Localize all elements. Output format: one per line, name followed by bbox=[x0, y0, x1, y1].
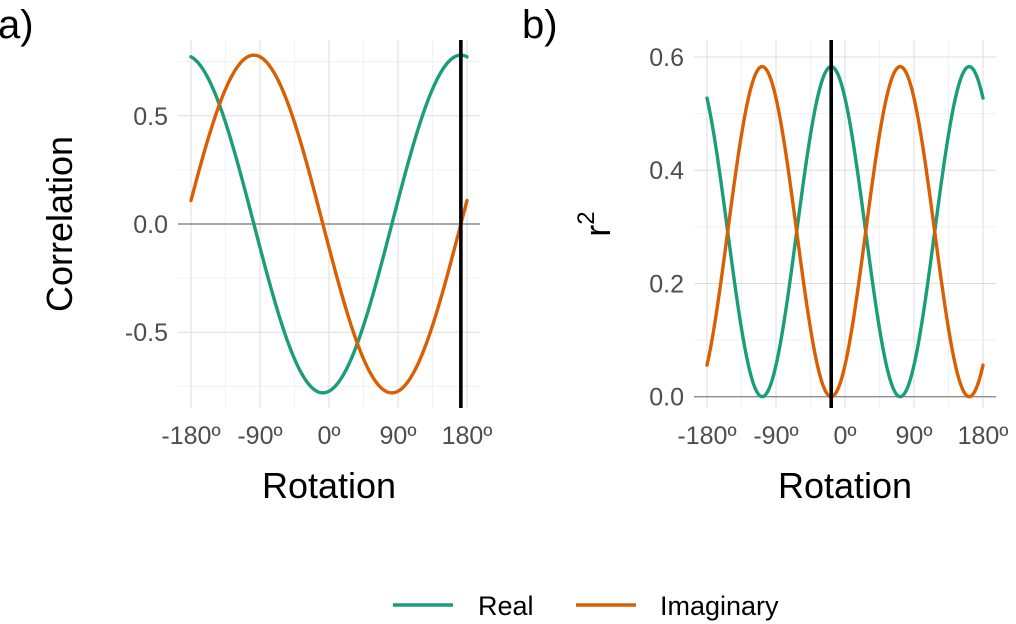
y-axis-title-text: Correlation bbox=[39, 136, 80, 312]
y-axis-title: r2 bbox=[573, 211, 618, 236]
y-axis-title-superscript: 2 bbox=[573, 211, 600, 224]
x-tick-label: 180º bbox=[442, 422, 493, 450]
x-axis-title: Rotation bbox=[778, 465, 912, 506]
x-tick-label: 90º bbox=[380, 422, 417, 450]
y-axis-title-text: r bbox=[577, 225, 618, 237]
legend-label-imaginary: Imaginary bbox=[660, 591, 779, 621]
x-tick-label: -180º bbox=[161, 422, 220, 450]
y-tick-label: 0.6 bbox=[649, 44, 684, 72]
panel-tag: b) bbox=[522, 3, 558, 47]
panel-b: 0.0 0.2 0.4 0.6 -180º -90º 0º 90º 180º Rotation r2… bbox=[522, 3, 1008, 506]
x-tick-label: 180º bbox=[958, 422, 1009, 450]
x-tick-label: 90º bbox=[896, 422, 933, 450]
series-line-real bbox=[705, 64, 985, 399]
x-tick-label: -90º bbox=[237, 422, 282, 450]
y-tick-label: 0.2 bbox=[649, 270, 684, 298]
y-axis-title: Correlation bbox=[39, 136, 80, 312]
x-tick-label: -180º bbox=[677, 422, 736, 450]
panel-a: -0.5 0.0 0.5 -180º -90º 0º 90º 180º Rotation Corr… bbox=[0, 3, 492, 506]
x-tick-label: 0º bbox=[833, 422, 856, 450]
legend-label-real: Real bbox=[478, 591, 534, 621]
x-tick-label: -90º bbox=[753, 422, 798, 450]
x-tick-label: 0º bbox=[317, 422, 340, 450]
y-tick-label: 0.5 bbox=[133, 103, 168, 131]
x-axis-title: Rotation bbox=[262, 465, 396, 506]
series-line-imaginary bbox=[189, 53, 469, 395]
series-line-real bbox=[189, 53, 469, 395]
y-tick-label: 0.0 bbox=[133, 211, 168, 239]
legend: Real Imaginary bbox=[393, 591, 779, 621]
y-tick-label: -0.5 bbox=[125, 319, 168, 347]
y-tick-label: 0.0 bbox=[649, 384, 684, 412]
panel-tag: a) bbox=[0, 3, 34, 47]
series-line-imaginary bbox=[705, 64, 985, 399]
y-tick-label: 0.4 bbox=[649, 157, 684, 185]
